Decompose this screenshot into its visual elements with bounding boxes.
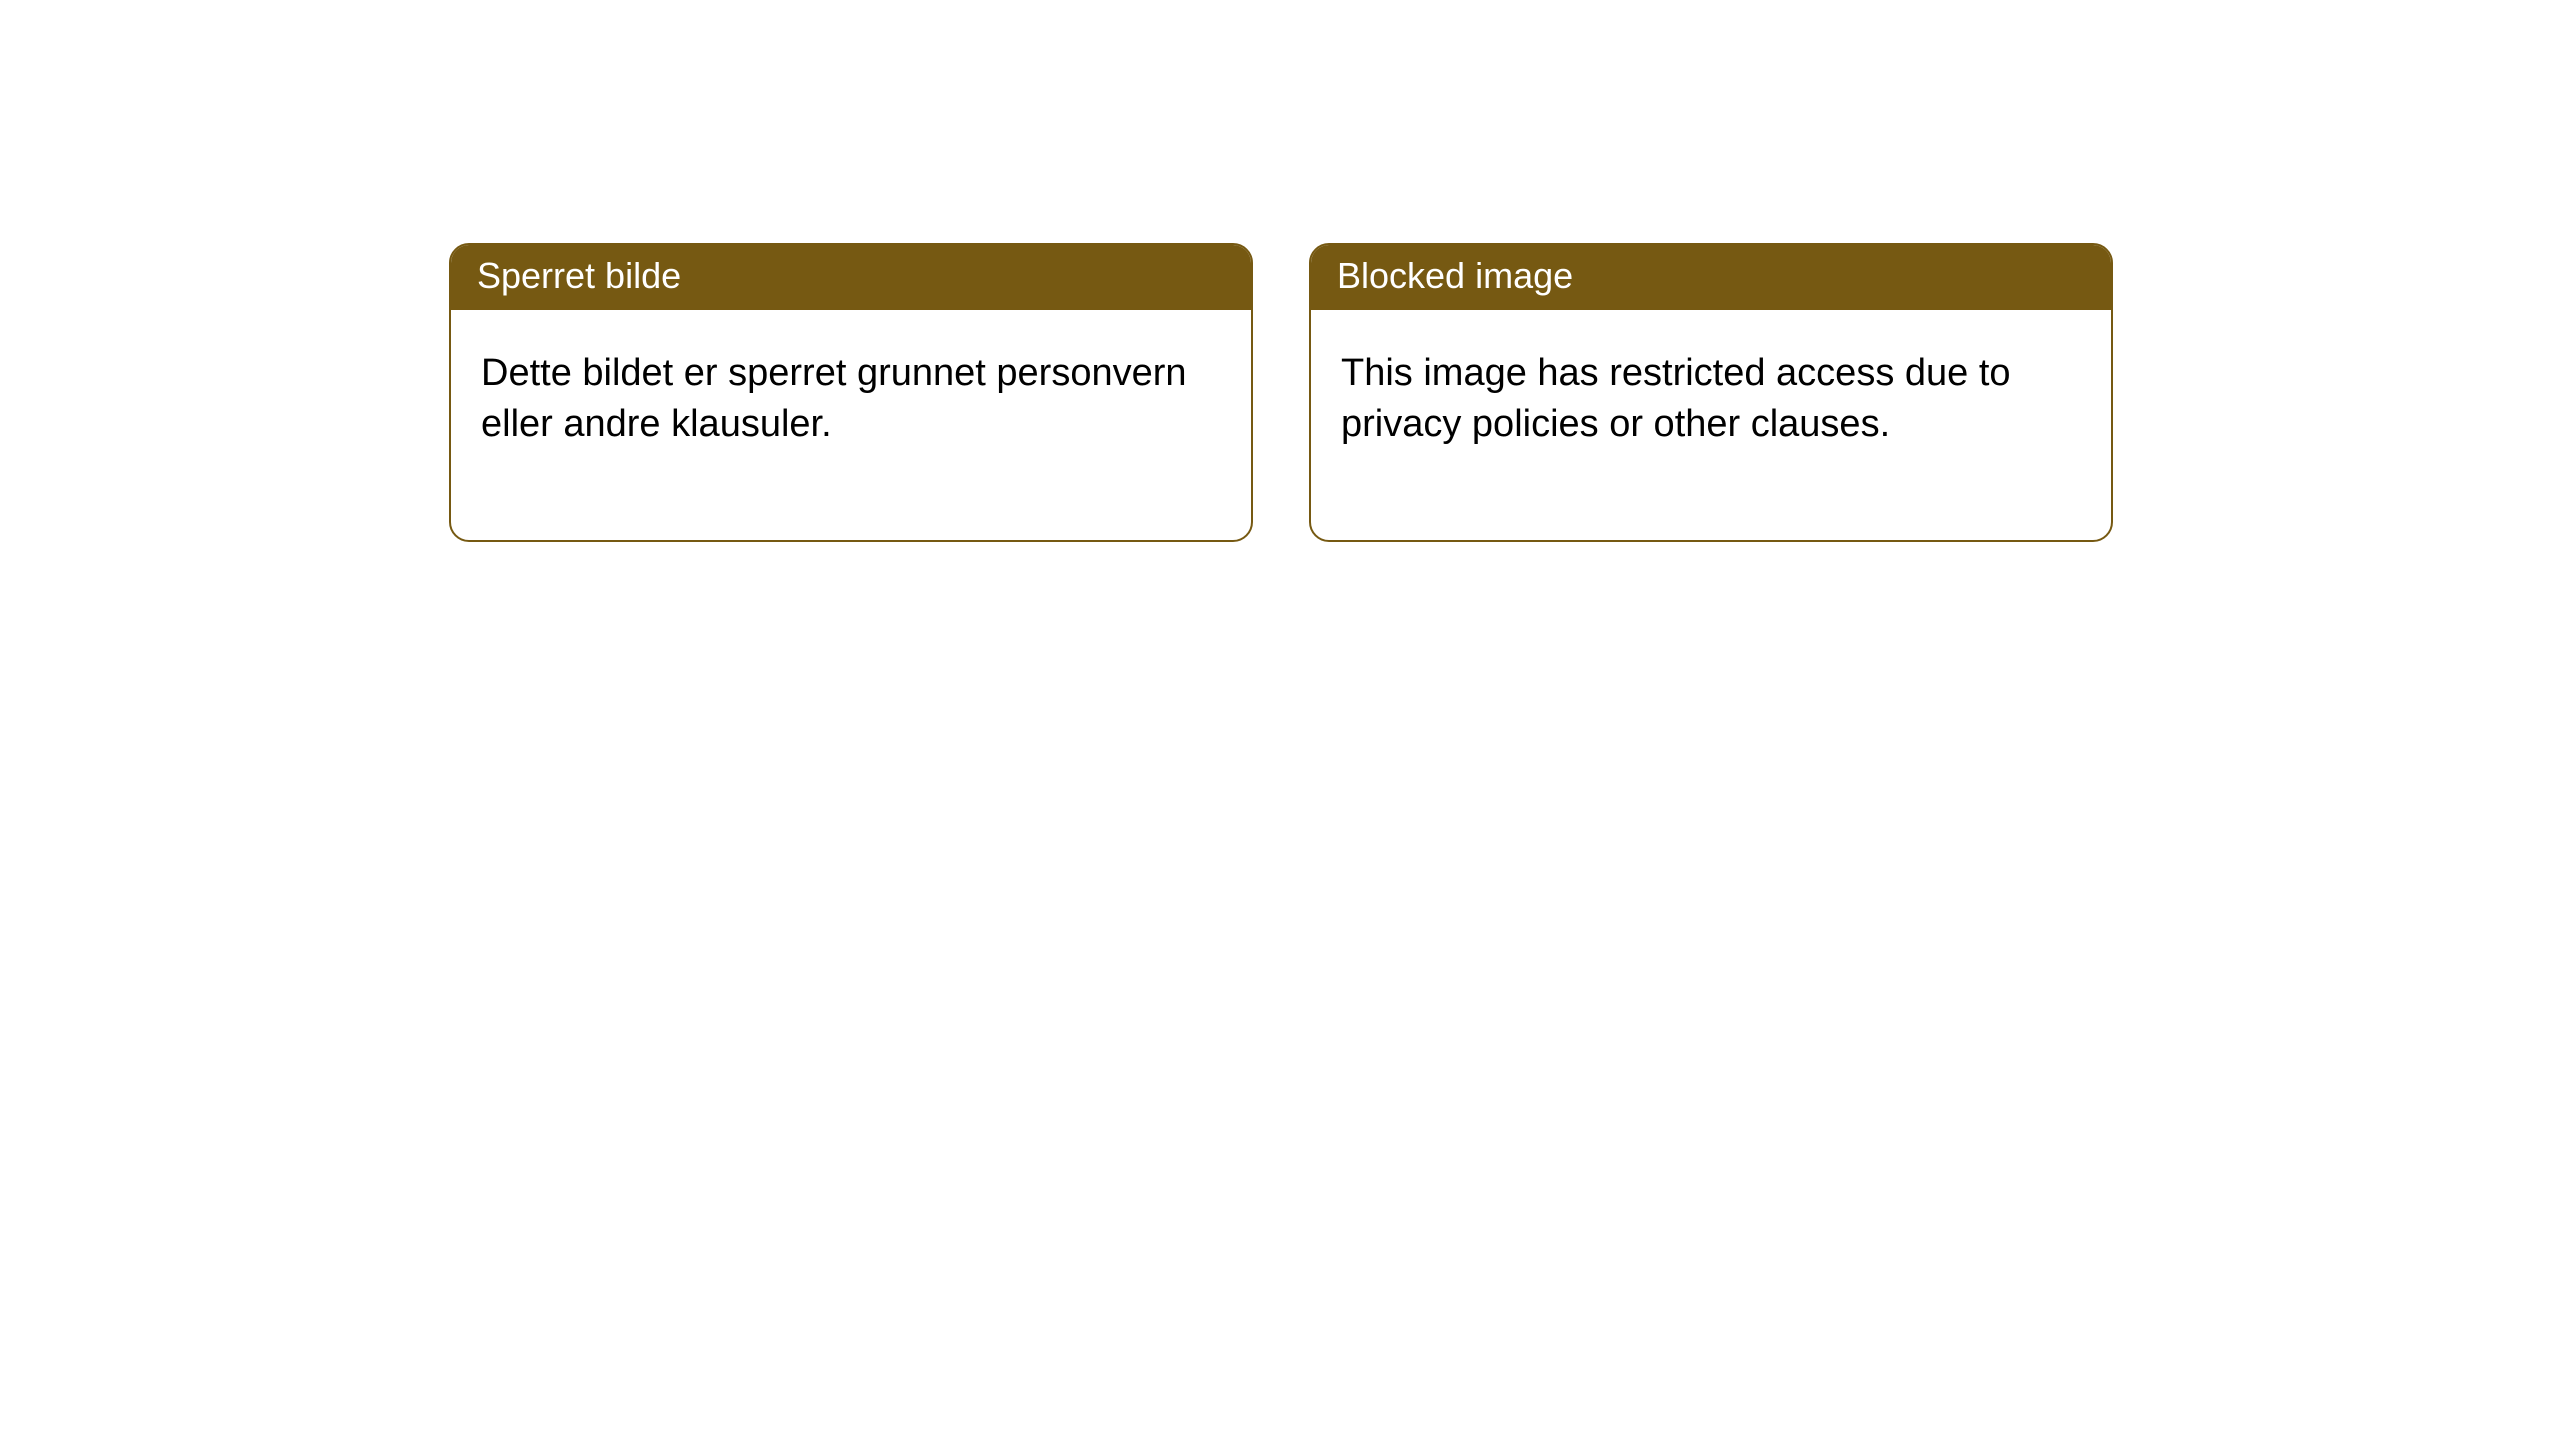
notice-cards-row: Sperret bilde Dette bildet er sperret gr… <box>0 0 2560 542</box>
notice-card-body: This image has restricted access due to … <box>1311 310 2111 541</box>
notice-card-norwegian: Sperret bilde Dette bildet er sperret gr… <box>449 243 1253 542</box>
notice-card-english: Blocked image This image has restricted … <box>1309 243 2113 542</box>
notice-card-title: Blocked image <box>1311 245 2111 310</box>
notice-card-title: Sperret bilde <box>451 245 1251 310</box>
notice-card-body: Dette bildet er sperret grunnet personve… <box>451 310 1251 541</box>
